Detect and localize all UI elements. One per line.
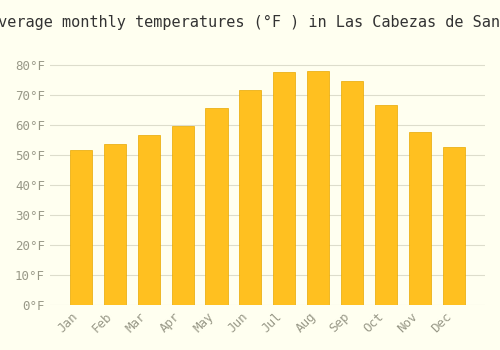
- Bar: [443, 147, 465, 305]
- Bar: [375, 105, 398, 305]
- Bar: [104, 145, 126, 305]
- Bar: [342, 82, 363, 305]
- Bar: [308, 71, 330, 305]
- Bar: [70, 150, 92, 305]
- Bar: [274, 72, 295, 305]
- Bar: [206, 108, 228, 305]
- Bar: [240, 90, 262, 305]
- Bar: [172, 126, 194, 305]
- Bar: [409, 132, 432, 305]
- Title: Average monthly temperatures (°F ) in Las Cabezas de San Juan: Average monthly temperatures (°F ) in La…: [0, 15, 500, 30]
- Bar: [138, 135, 160, 305]
